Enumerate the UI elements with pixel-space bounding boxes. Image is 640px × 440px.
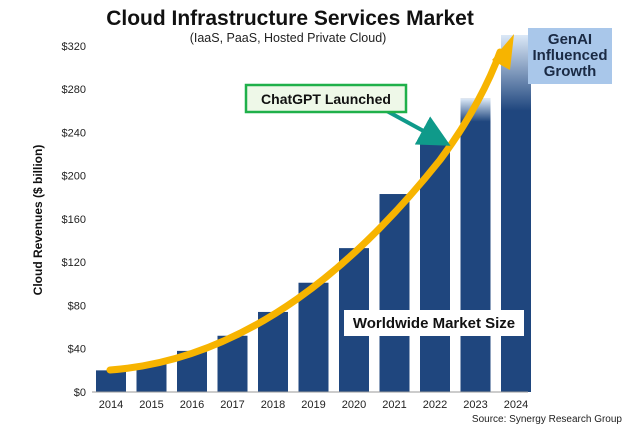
y-axis-label: Cloud Revenues ($ billion)	[31, 145, 45, 296]
genai-text-line2: Influenced	[532, 47, 607, 64]
y-tick-label: $80	[68, 300, 86, 312]
y-tick-label: $320	[62, 41, 86, 53]
x-tick-label: 2018	[261, 399, 285, 411]
market-size-label: Worldwide Market Size	[344, 310, 524, 336]
y-tick-label: $280	[62, 84, 86, 96]
callout-text: ChatGPT Launched	[261, 91, 391, 107]
growth-arrow-curve	[106, 48, 504, 374]
x-tick-label: 2024	[504, 399, 528, 411]
y-tick-label: $0	[74, 387, 86, 399]
callout-pointer	[384, 108, 451, 146]
bar-2018	[258, 311, 288, 392]
genai-text-line3: Growth	[544, 63, 597, 80]
genai-annotation: GenAI Influenced Growth	[528, 28, 612, 84]
bar-2014	[96, 370, 126, 392]
x-tick-label: 2017	[220, 399, 244, 411]
bars	[96, 35, 531, 392]
x-tick-label: 2019	[301, 399, 325, 411]
genai-text-line1: GenAI	[548, 31, 592, 48]
chatgpt-callout: ChatGPT Launched	[244, 83, 451, 146]
bar-2022	[420, 144, 450, 392]
x-axis: 2014 2015 2016 2017 2018 2019 2020 2021 2022 2023…	[99, 399, 528, 411]
x-tick-label: 2020	[342, 399, 366, 411]
x-tick-label: 2015	[139, 399, 163, 411]
market-size-text: Worldwide Market Size	[353, 315, 515, 332]
y-tick-label: $160	[62, 214, 86, 226]
y-tick-label: $200	[62, 171, 86, 183]
x-tick-label: 2021	[382, 399, 406, 411]
source-note: Source: Synergy Research Group	[472, 414, 623, 425]
genai-box	[528, 28, 612, 84]
x-tick-label: 2022	[423, 399, 447, 411]
y-tick-label: $240	[62, 127, 86, 139]
market-size-box	[344, 310, 524, 336]
chart-title: Cloud Infrastructure Services Market	[106, 7, 474, 30]
bar-2023	[460, 98, 491, 392]
callout-box	[244, 83, 408, 114]
x-tick-label: 2014	[99, 399, 123, 411]
y-axis: $0 $40 $80 $120 $160 $200 $240 $280 $320	[62, 41, 86, 399]
x-tick-label: 2023	[463, 399, 487, 411]
bar-2019	[298, 282, 329, 392]
y-tick-label: $40	[68, 344, 86, 356]
x-tick-label: 2016	[180, 399, 204, 411]
growth-arrow	[106, 34, 514, 374]
y-tick-label: $120	[62, 257, 86, 269]
growth-arrow-head	[492, 34, 514, 70]
chart-subtitle: (IaaS, PaaS, Hosted Private Cloud)	[190, 31, 387, 45]
